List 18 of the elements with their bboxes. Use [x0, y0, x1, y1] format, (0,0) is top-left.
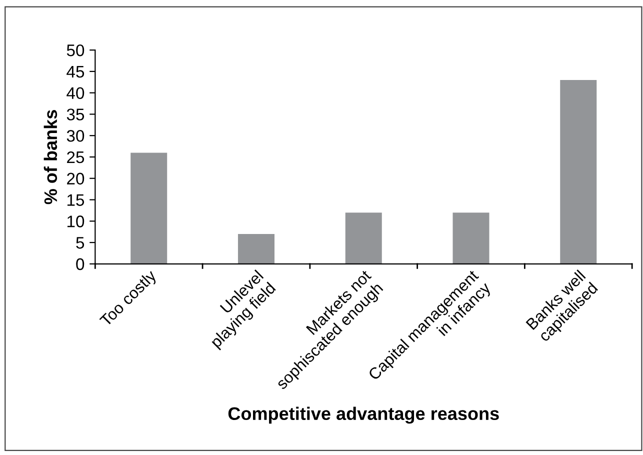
bar [560, 80, 597, 264]
bar [345, 212, 382, 264]
y-axis-title: % of banks [44, 110, 58, 204]
bar [238, 234, 274, 264]
y-tick-label: 20 [67, 172, 84, 185]
y-tick-label: 30 [66, 130, 84, 142]
y-tick-label: 0 [76, 258, 84, 270]
bar [452, 212, 490, 264]
y-tick-label: 15 [67, 194, 84, 206]
y-tick-label: 5 [76, 237, 84, 249]
y-tick-label: 50 [66, 44, 84, 56]
y-tick-label: 40 [66, 87, 84, 100]
y-tick-label: 45 [66, 66, 84, 78]
y-tick-label: 10 [67, 216, 84, 228]
y-tick-label: 25 [67, 151, 84, 164]
bar [130, 152, 168, 264]
x-axis-title: Competitive advantage reasons [228, 406, 499, 424]
y-tick-label: 35 [66, 108, 84, 120]
